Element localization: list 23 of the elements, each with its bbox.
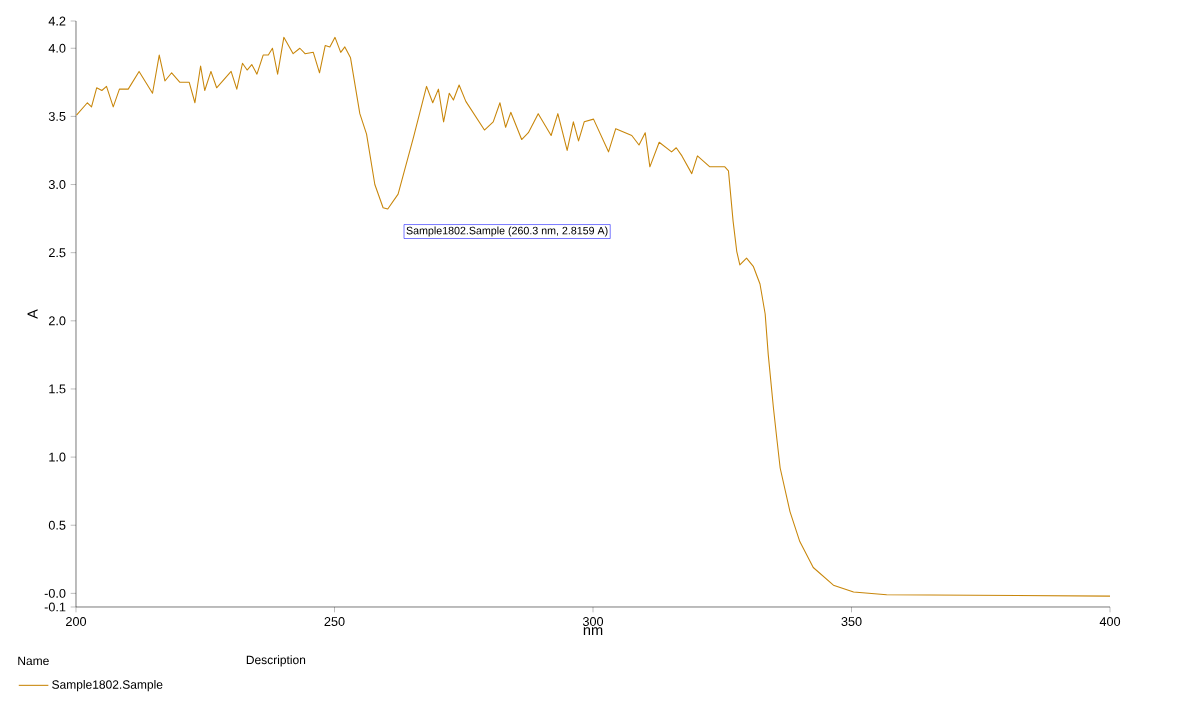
text: Description: [246, 655, 306, 667]
y-tick-label: -0.1: [44, 602, 66, 612]
x-tick-label: 300: [582, 617, 604, 627]
x-tick-label: 350: [841, 617, 862, 627]
x-axis-title: nm: [583, 627, 603, 636]
y-tick-label: 3.0: [48, 180, 66, 190]
y-tick-label: 2.5: [48, 248, 66, 258]
line-series: [75, 36, 1111, 597]
x-tick-label: 200: [66, 617, 87, 627]
y-tick-label: -0.0: [44, 588, 66, 598]
y-tick-label: 2.0: [48, 316, 66, 326]
y-tick-label: 3.5: [48, 111, 66, 121]
y-tick-label: 4.0: [48, 43, 66, 53]
text: Name: [18, 656, 49, 666]
x-tick-label: 400: [1099, 617, 1121, 627]
y-axis-title: A: [27, 309, 38, 319]
y-tick-label: 0.5: [48, 520, 66, 530]
y-tick-label: 4.2: [48, 16, 66, 26]
x-tick-label: 250: [324, 617, 345, 627]
y-tick-label: 1.0: [49, 452, 66, 462]
annotation: Sample1802.Sample (260.3 nm, 2.8159 A): [406, 226, 608, 237]
legend-label: Sample1802.Sample: [52, 679, 163, 692]
y-tick-label: 1.5: [49, 384, 66, 394]
